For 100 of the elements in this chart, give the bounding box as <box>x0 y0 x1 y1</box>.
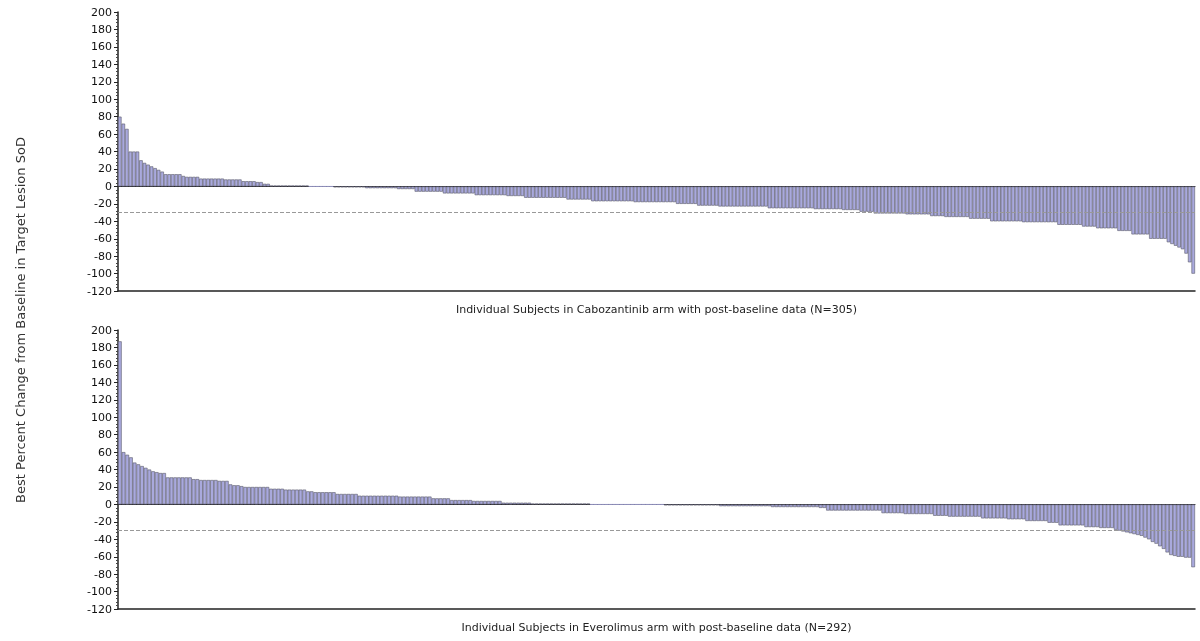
bar <box>711 186 715 206</box>
bar <box>993 186 998 222</box>
y-tick-label: 20 <box>98 480 112 494</box>
bar <box>495 186 500 196</box>
bar <box>833 504 838 511</box>
bar <box>873 186 878 214</box>
bar <box>534 186 539 198</box>
bar <box>261 486 266 505</box>
bar <box>591 186 595 202</box>
bar <box>432 186 436 192</box>
bar <box>848 504 852 511</box>
bar <box>880 186 885 214</box>
bar <box>1032 186 1037 223</box>
y-tick-label: 60 <box>98 445 112 459</box>
bar <box>774 504 779 508</box>
bar <box>1018 186 1022 222</box>
y-tick-label: 120 <box>91 393 112 407</box>
bar <box>912 186 917 215</box>
bar <box>324 492 329 505</box>
bar <box>527 186 532 198</box>
bar <box>499 186 503 196</box>
bar <box>826 504 830 511</box>
bar <box>1071 186 1075 225</box>
y-tick-label: 40 <box>98 463 112 477</box>
bar <box>852 186 857 210</box>
bar <box>988 504 993 519</box>
bar <box>313 492 318 505</box>
bar <box>601 186 606 202</box>
bar <box>874 504 878 511</box>
bar <box>820 186 825 210</box>
bar <box>813 186 818 210</box>
bar <box>398 496 402 505</box>
bar <box>428 186 433 192</box>
bar <box>180 477 185 505</box>
bar <box>693 186 698 204</box>
bar <box>471 186 475 194</box>
bar <box>457 500 462 505</box>
bar <box>541 186 546 198</box>
bar <box>475 500 480 505</box>
bar <box>665 186 669 203</box>
bar <box>925 504 930 515</box>
bar <box>158 473 163 505</box>
bar <box>142 162 147 187</box>
bar <box>245 181 249 187</box>
bar <box>453 500 458 505</box>
bar <box>146 164 150 187</box>
bar <box>156 169 161 187</box>
bar <box>427 496 432 505</box>
bar <box>1128 504 1133 534</box>
bar <box>1132 504 1136 535</box>
bar <box>789 504 793 508</box>
bar <box>213 178 217 187</box>
bar <box>552 186 556 198</box>
bar <box>718 186 722 207</box>
bar <box>1180 504 1184 557</box>
bar <box>232 485 237 505</box>
y-tick-label: 160 <box>91 40 112 54</box>
bar <box>414 186 419 192</box>
y-tick-label: 140 <box>91 57 112 71</box>
bar <box>1143 504 1148 538</box>
bar <box>732 186 736 207</box>
bar <box>1047 504 1052 523</box>
bar <box>538 186 542 198</box>
y-tick-label: 0 <box>105 497 112 511</box>
bar <box>468 500 473 505</box>
bar <box>424 496 428 505</box>
bar <box>335 493 340 505</box>
bar <box>216 178 221 187</box>
bar <box>474 186 479 196</box>
bar <box>259 182 263 187</box>
y-tick-label: 120 <box>91 75 112 89</box>
bar <box>721 186 726 207</box>
bar <box>404 186 408 190</box>
bar <box>276 488 281 505</box>
bar <box>497 500 502 505</box>
bar <box>810 186 814 209</box>
bar <box>162 473 166 505</box>
y-tick-label: 200 <box>91 5 112 19</box>
bar <box>1169 504 1173 556</box>
bar <box>387 495 391 505</box>
x-axis-title: Individual Subjects in Everolimus arm with post-baseline data (N=292) <box>461 621 852 634</box>
bar <box>248 181 253 187</box>
bar <box>223 179 228 187</box>
bar <box>796 504 801 508</box>
bar <box>940 186 945 217</box>
bar <box>898 186 902 214</box>
bar <box>1054 504 1059 523</box>
bar <box>453 186 457 194</box>
bar <box>195 479 200 505</box>
bar <box>446 186 450 194</box>
bar <box>174 174 179 187</box>
bar <box>640 186 645 203</box>
bar <box>562 186 567 198</box>
bar <box>195 176 200 187</box>
bar <box>1102 504 1107 528</box>
bar <box>420 496 425 505</box>
bar <box>431 498 436 505</box>
bar <box>704 186 708 206</box>
bar <box>714 186 719 206</box>
bar <box>456 186 461 194</box>
